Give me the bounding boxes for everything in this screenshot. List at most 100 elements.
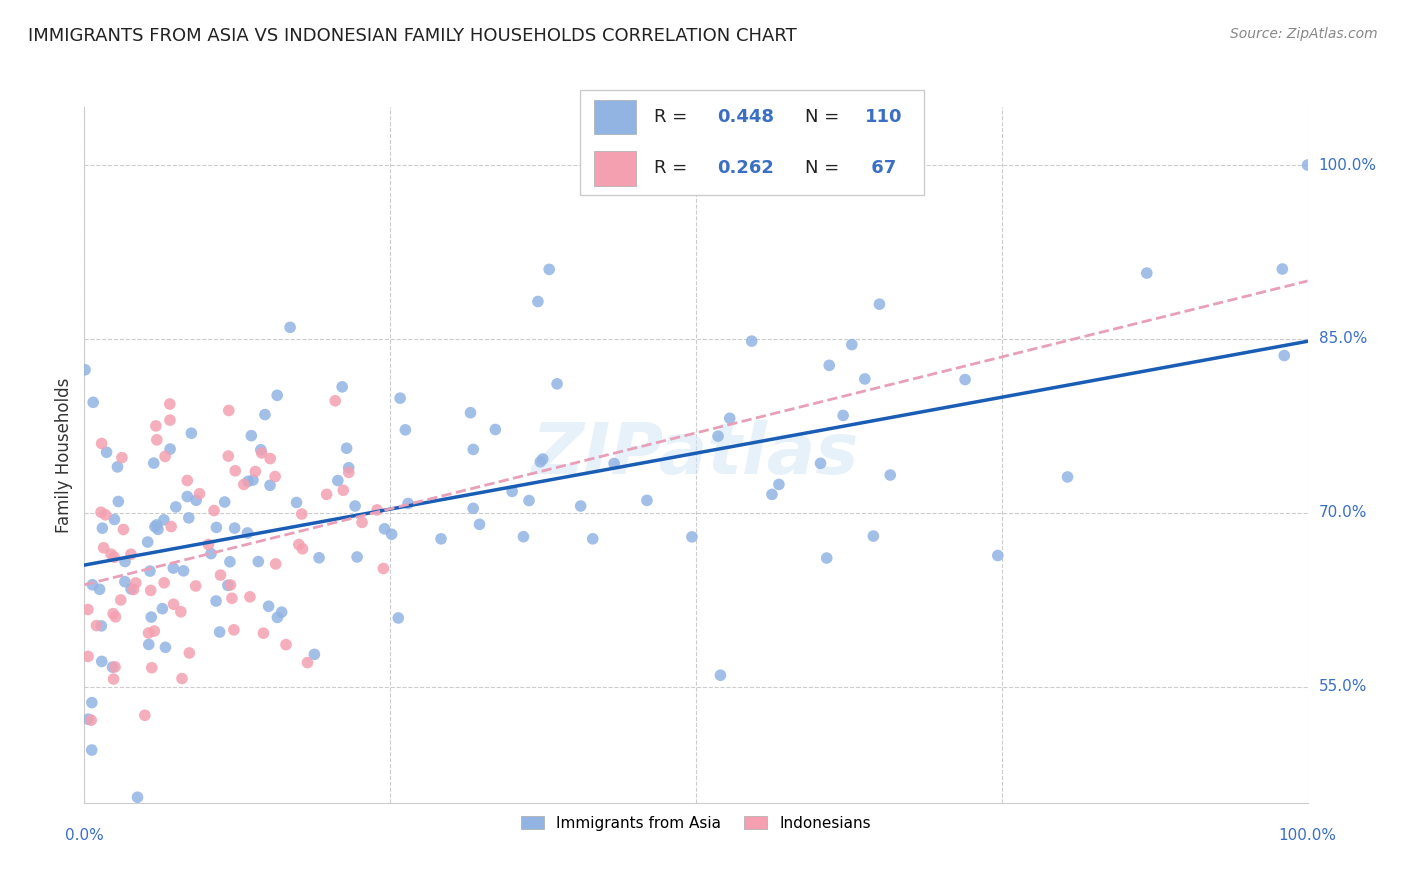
Point (463, 442, 485, 457)
Point (176, 490, 198, 504)
Point (953, 373, 976, 387)
Point (77, 712, 100, 726)
Point (304, 648, 326, 662)
Point (527, 294, 550, 309)
Point (153, 513, 176, 527)
Point (80, 696, 103, 710)
Point (326, 474, 349, 488)
Point (274, 638, 297, 652)
Point (96, 445, 118, 459)
Point (242, 473, 264, 487)
Point (86, 618, 108, 632)
Point (82, 395, 104, 409)
Point (468, 517, 491, 532)
Point (155, 640, 177, 655)
Point (818, 359, 841, 373)
Point (104, 660, 127, 674)
Point (120, 547, 142, 561)
Point (217, 449, 239, 463)
Point (285, 495, 308, 509)
Point (264, 557, 287, 571)
Text: 0.262: 0.262 (717, 160, 773, 178)
Point (224, 464, 246, 478)
Y-axis label: Family Households: Family Households (55, 377, 73, 533)
Point (810, 456, 832, 470)
Point (529, 455, 551, 469)
Point (987, 549, 1010, 563)
Point (460, 406, 482, 420)
Point (82, 578, 104, 592)
Point (681, 530, 703, 544)
Point (582, 532, 605, 546)
Point (236, 475, 259, 489)
Text: IMMIGRANTS FROM ASIA VS INDONESIAN FAMILY HOUSEHOLDS CORRELATION CHART: IMMIGRANTS FROM ASIA VS INDONESIAN FAMIL… (28, 27, 797, 45)
Point (546, 376, 568, 391)
Point (1296, 158, 1319, 172)
Point (107, 494, 129, 508)
Point (165, 500, 187, 514)
Point (636, 493, 658, 508)
Point (101, 660, 124, 674)
Point (257, 599, 280, 614)
Text: ZIPatlas: ZIPatlas (533, 420, 859, 490)
Text: 67: 67 (865, 160, 896, 178)
Point (853, 372, 876, 386)
Point (1136, 266, 1159, 280)
Point (205, 520, 228, 534)
Text: R =: R = (654, 108, 693, 126)
Point (245, 465, 267, 479)
Point (517, 493, 540, 508)
Point (297, 656, 319, 670)
Point (103, 672, 125, 686)
Point (389, 391, 412, 405)
Point (159, 442, 181, 456)
Point (862, 529, 884, 543)
Point (77, 649, 100, 664)
Point (250, 446, 273, 460)
Point (120, 582, 142, 596)
Point (1272, 349, 1295, 363)
Point (869, 297, 891, 311)
Point (218, 403, 240, 417)
Text: 100.0%: 100.0% (1278, 828, 1337, 843)
Point (291, 507, 314, 521)
Point (236, 525, 259, 540)
Point (259, 478, 281, 492)
Point (138, 637, 160, 651)
Point (323, 393, 346, 408)
Point (252, 626, 274, 640)
Point (1056, 470, 1078, 484)
Point (159, 413, 181, 427)
Point (741, 334, 763, 348)
Text: 0.448: 0.448 (717, 108, 775, 126)
Point (125, 576, 148, 591)
Point (139, 583, 162, 598)
Point (761, 487, 783, 501)
Point (94, 508, 117, 522)
Text: 110: 110 (865, 108, 903, 126)
Point (330, 380, 353, 394)
Point (138, 626, 160, 640)
Point (232, 477, 254, 491)
Point (177, 511, 200, 525)
Point (250, 442, 273, 457)
Point (142, 456, 165, 470)
Point (143, 624, 166, 638)
Point (308, 550, 330, 565)
Point (77, 602, 100, 616)
Point (394, 423, 416, 437)
Point (569, 499, 592, 513)
Point (202, 503, 225, 517)
Point (141, 610, 163, 624)
Point (173, 564, 195, 578)
Point (90, 505, 112, 519)
Point (197, 537, 219, 551)
Point (114, 555, 136, 569)
Point (146, 433, 169, 447)
Point (145, 419, 167, 434)
Point (221, 591, 243, 606)
Point (146, 522, 169, 536)
Point (103, 550, 125, 565)
Point (114, 574, 136, 589)
Point (107, 459, 129, 474)
